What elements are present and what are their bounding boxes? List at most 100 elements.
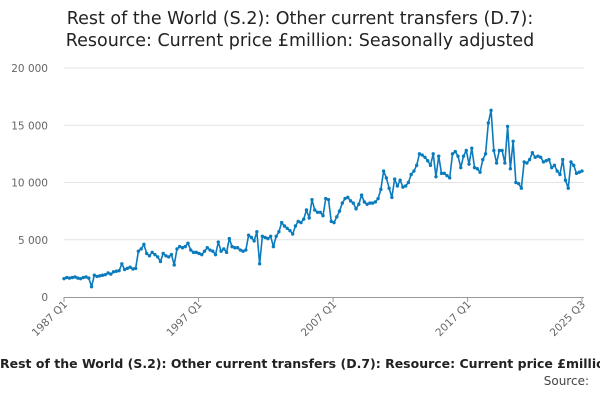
data-point [277,230,281,234]
data-point [183,244,187,249]
data-point [552,163,557,168]
data-point [414,163,419,168]
data-point [516,181,521,186]
data-point [285,226,289,230]
data-point [186,241,190,245]
data-point [106,271,110,275]
data-point [191,250,196,255]
data-point [536,154,540,158]
data-point [362,200,367,204]
data-point [445,173,449,178]
data-point [213,252,218,257]
data-point [370,201,375,205]
data-point [131,267,135,271]
data-point [346,195,350,200]
x-tick-label: 2007 Q1 [299,299,339,339]
data-point [136,249,141,253]
data-point [467,162,471,166]
data-point [527,157,532,162]
data-point [288,228,292,233]
data-point [169,252,174,257]
data-point [525,161,529,165]
data-point [304,208,309,212]
data-point [95,274,99,279]
data-point [175,247,179,251]
data-point [403,184,408,188]
data-point [257,262,262,266]
data-point [249,235,254,240]
data-point [494,161,499,165]
source-label: Source: [543,374,589,388]
data-point [395,184,400,188]
data-point [549,165,554,170]
data-point [147,254,152,258]
data-point [73,275,77,279]
y-tick-label: 0 [41,292,48,304]
data-point [172,263,176,267]
data-point [406,180,411,185]
data-point [81,275,85,280]
data-point [461,154,466,158]
data-point [574,171,579,176]
data-point [111,270,116,274]
series-layer [62,108,584,289]
data-point [279,220,284,225]
data-point [310,197,314,202]
data-point [401,185,405,189]
data-point [324,196,328,201]
data-point [387,186,391,190]
data-point [202,249,207,253]
data-point [313,208,317,212]
data-point [337,209,342,213]
data-point [577,170,581,174]
data-point [329,219,333,224]
data-point [109,272,113,276]
data-point [470,146,474,150]
data-point [122,267,127,272]
data-point [547,157,551,162]
data-point [530,151,535,155]
data-point [514,180,518,185]
data-point [555,169,559,173]
data-point [561,157,565,162]
data-point [563,178,568,182]
data-point [558,172,562,177]
data-point [120,262,124,266]
data-point [117,268,121,273]
data-point [252,239,256,243]
data-point [475,167,479,171]
data-point [299,220,303,225]
data-point [481,157,485,162]
data-point [354,207,358,211]
data-point [379,187,383,192]
data-point [423,155,427,160]
data-point [508,167,513,171]
data-point [180,246,185,250]
data-point [296,219,300,224]
data-point [114,269,119,273]
data-point [103,272,108,277]
x-tick-label: 2017 Q1 [433,299,473,339]
data-point [569,160,573,164]
data-point [492,148,496,153]
data-point [144,251,149,256]
data-point [373,200,378,204]
data-point [505,124,510,129]
data-point [533,155,537,160]
data-point [522,160,526,164]
data-point [326,197,331,202]
data-point [197,251,201,256]
data-point [139,247,143,251]
data-point [142,242,146,247]
data-point [335,215,339,219]
data-point [271,244,276,249]
data-point [456,154,460,158]
data-point [219,249,223,253]
data-point [89,284,94,289]
data-point [417,152,422,156]
y-axis-tick-labels: 0 5 000 10 000 15 000 20 000 [11,63,48,304]
data-point [450,152,455,156]
data-point [365,202,369,206]
x-tick-label: 1997 Q1 [164,299,204,339]
